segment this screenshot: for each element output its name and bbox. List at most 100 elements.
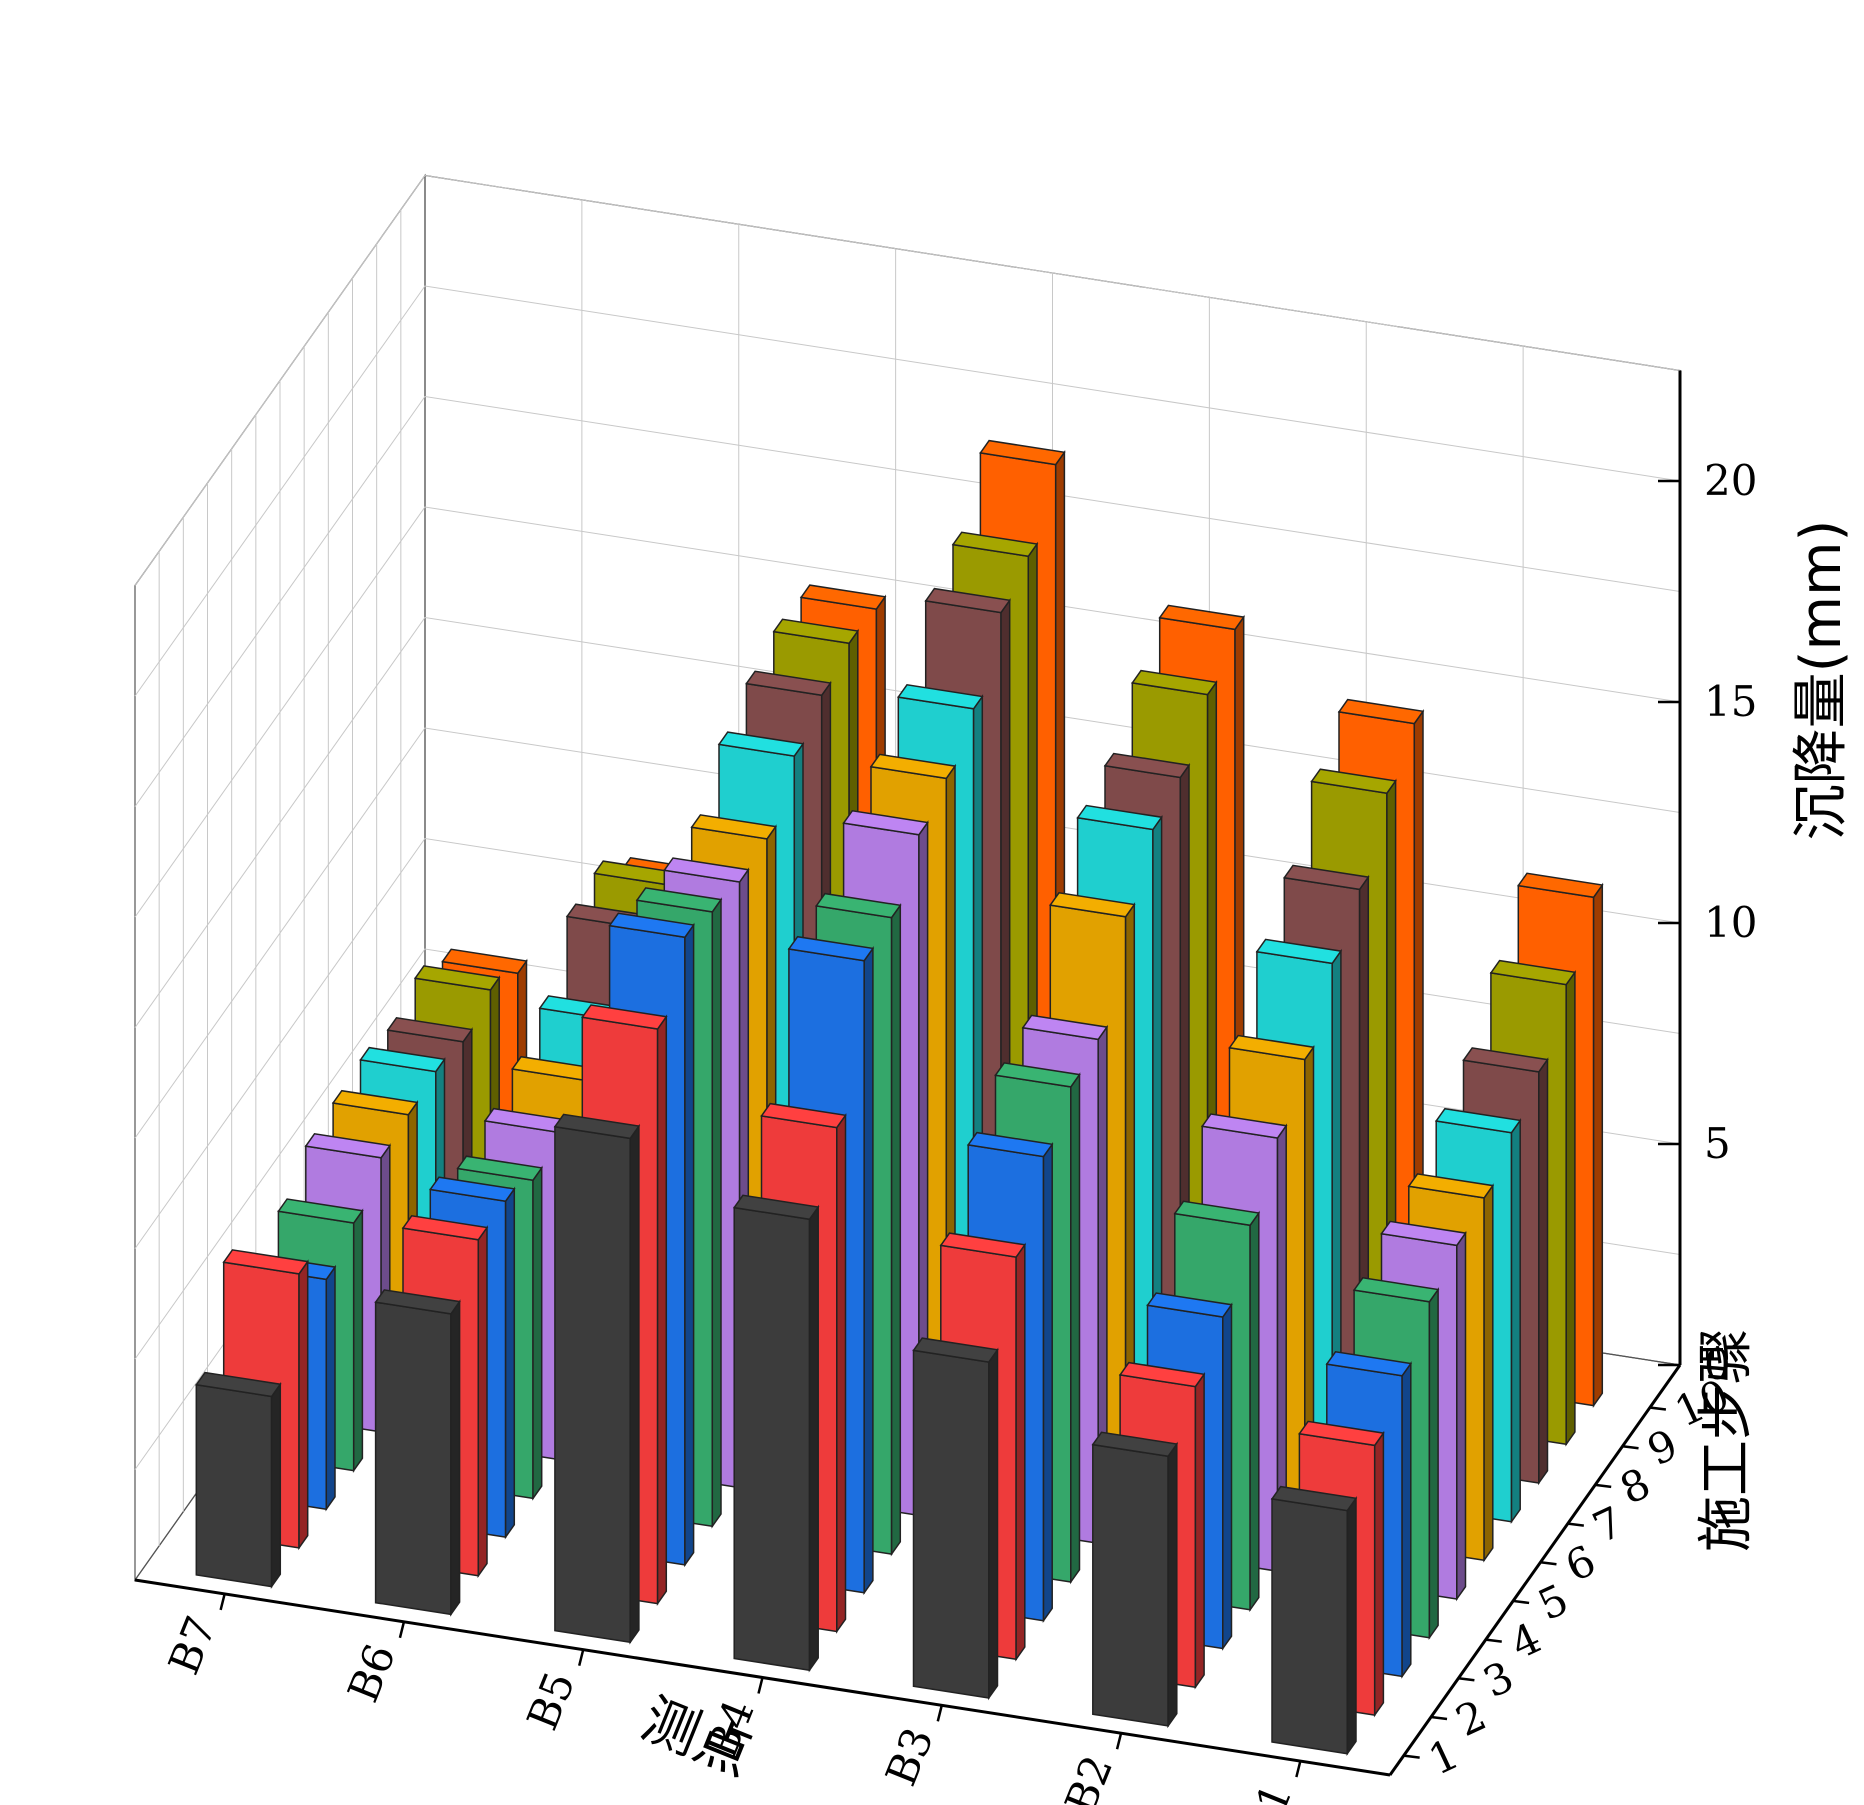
bar-side xyxy=(988,1347,999,1701)
bar-side xyxy=(450,1299,461,1617)
z-axis-label: 沉降量(mm) xyxy=(1789,520,1854,841)
bar-side xyxy=(1565,969,1576,1447)
bar-side xyxy=(684,922,695,1568)
bar-B5-step-1 xyxy=(553,1113,641,1645)
x-axis-label: 测点 xyxy=(633,1687,761,1789)
bar-top xyxy=(401,1214,489,1241)
bar-top xyxy=(441,948,528,975)
bar-side xyxy=(836,1112,847,1634)
bar-top xyxy=(1158,604,1246,631)
bar-front xyxy=(1271,1498,1349,1755)
bar-side xyxy=(298,1259,309,1551)
bar-side xyxy=(863,946,874,1596)
bar-front xyxy=(554,1125,631,1644)
bar-top xyxy=(1200,1113,1288,1139)
bar-side xyxy=(1373,1430,1385,1718)
y-tick xyxy=(1622,1444,1639,1450)
bar-top xyxy=(760,1102,847,1129)
z-tick-label: 20 xyxy=(1704,456,1757,505)
bar-front xyxy=(374,1301,452,1616)
y-tick-label: 4 xyxy=(1503,1613,1548,1669)
bar-B6-step-1 xyxy=(374,1289,461,1617)
bar-top xyxy=(1076,804,1163,831)
bar-top xyxy=(745,670,832,697)
bar-top xyxy=(799,584,887,610)
x-tick xyxy=(1295,1760,1302,1778)
bar-side xyxy=(1249,1210,1260,1613)
bar-top xyxy=(1325,1350,1413,1377)
bar-B1-step-1 xyxy=(1270,1485,1358,1757)
bar-side xyxy=(1194,1371,1205,1690)
y-tick xyxy=(1403,1754,1420,1759)
bar-top xyxy=(456,1155,544,1182)
bar-side xyxy=(890,902,902,1557)
bar-side xyxy=(325,1264,336,1512)
bar-side xyxy=(270,1381,282,1589)
bar-top xyxy=(1282,864,1370,891)
bar-top xyxy=(1434,1107,1522,1134)
bar-top xyxy=(732,1194,820,1221)
x-tick xyxy=(757,1677,764,1694)
bar-top xyxy=(374,1289,461,1315)
bar-top xyxy=(690,814,778,840)
y-tick xyxy=(1430,1715,1448,1721)
bar-top xyxy=(1462,1047,1549,1073)
bar-top xyxy=(304,1132,392,1159)
bar-top xyxy=(428,1176,516,1203)
bar-top xyxy=(1255,938,1343,965)
y-tick xyxy=(1649,1406,1667,1411)
y-tick xyxy=(1567,1522,1584,1527)
chart-bars xyxy=(194,439,1604,1757)
y-tick xyxy=(1512,1599,1530,1605)
bar-side xyxy=(1428,1287,1439,1641)
bar-B4-step-1 xyxy=(732,1194,820,1673)
bar-top xyxy=(924,587,1012,614)
x-tick xyxy=(398,1621,406,1639)
bar-top xyxy=(1489,959,1577,986)
bar-side xyxy=(1401,1361,1412,1679)
z-tick-label: 0 xyxy=(1704,1340,1731,1389)
y-tick-label: 8 xyxy=(1613,1458,1658,1514)
bar-top xyxy=(1337,698,1425,725)
bar-side xyxy=(1538,1057,1549,1486)
bar-top xyxy=(1091,1431,1179,1458)
bar-top xyxy=(842,809,929,836)
bar-side xyxy=(477,1225,488,1579)
y-tick-label: 6 xyxy=(1558,1536,1603,1592)
bar-side xyxy=(1167,1441,1178,1729)
bar-side xyxy=(504,1186,516,1540)
bar-top xyxy=(222,1249,310,1275)
bar-top xyxy=(869,753,957,780)
gridline-z xyxy=(134,174,1681,586)
bar-top xyxy=(717,731,805,757)
bar-side xyxy=(532,1165,543,1501)
y-tick xyxy=(1485,1638,1502,1643)
bar-top xyxy=(951,531,1039,558)
y-tick-label: 7 xyxy=(1585,1497,1630,1553)
bar-top xyxy=(1173,1200,1261,1227)
x-tick xyxy=(936,1705,943,1722)
bar-top xyxy=(1103,752,1191,779)
y-tick-label: 2 xyxy=(1449,1690,1494,1746)
y-tick-label: 5 xyxy=(1531,1574,1576,1630)
bar-side xyxy=(629,1123,640,1645)
y-axis-label: 施工步骤 xyxy=(1694,1328,1759,1552)
y-tick xyxy=(1458,1677,1475,1682)
bar-side xyxy=(711,897,722,1529)
bar-side xyxy=(352,1208,364,1473)
x-tick-label: B3 xyxy=(876,1721,943,1793)
bar-top xyxy=(966,1131,1054,1158)
y-tick-label: 9 xyxy=(1640,1420,1685,1476)
bar-front xyxy=(1092,1443,1169,1727)
bar-front xyxy=(733,1206,811,1672)
z-tick-label: 10 xyxy=(1704,898,1757,947)
bar-top xyxy=(1352,1276,1440,1303)
bar-top xyxy=(1310,768,1397,795)
bar-front xyxy=(195,1383,273,1588)
bar-front xyxy=(912,1349,990,1699)
z-tick-label: 15 xyxy=(1704,677,1757,726)
x-tick xyxy=(219,1593,226,1611)
bar-side xyxy=(1015,1242,1026,1662)
x-tick xyxy=(1115,1732,1123,1750)
